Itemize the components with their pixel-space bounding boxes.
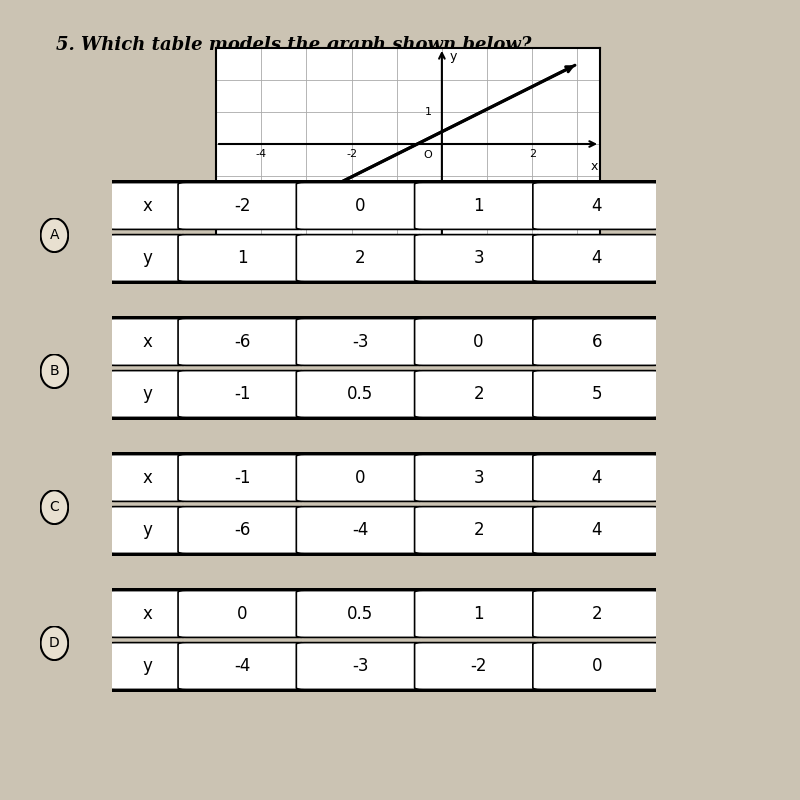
- FancyBboxPatch shape: [533, 182, 661, 230]
- FancyBboxPatch shape: [178, 506, 306, 554]
- Text: 5. Which table models the graph shown below?: 5. Which table models the graph shown be…: [56, 36, 531, 54]
- FancyBboxPatch shape: [296, 318, 424, 366]
- FancyBboxPatch shape: [414, 590, 542, 638]
- Circle shape: [41, 626, 68, 660]
- Text: -6: -6: [234, 521, 250, 539]
- Text: 2: 2: [529, 149, 536, 158]
- FancyBboxPatch shape: [296, 234, 424, 282]
- Text: 5: 5: [592, 385, 602, 403]
- FancyBboxPatch shape: [296, 590, 424, 638]
- FancyBboxPatch shape: [107, 506, 188, 554]
- Text: 2: 2: [474, 521, 484, 539]
- Text: x: x: [142, 469, 153, 487]
- Circle shape: [41, 490, 68, 524]
- Text: A: A: [50, 228, 59, 242]
- FancyBboxPatch shape: [107, 590, 188, 638]
- FancyBboxPatch shape: [533, 642, 661, 690]
- FancyBboxPatch shape: [414, 182, 542, 230]
- Text: -1: -1: [234, 385, 250, 403]
- FancyBboxPatch shape: [533, 590, 661, 638]
- Text: 6: 6: [592, 333, 602, 351]
- Text: -3: -3: [352, 333, 369, 351]
- Text: 0: 0: [592, 657, 602, 675]
- FancyBboxPatch shape: [533, 454, 661, 502]
- FancyBboxPatch shape: [414, 506, 542, 554]
- Text: y: y: [450, 50, 458, 62]
- Text: x: x: [142, 197, 153, 215]
- Text: -2: -2: [234, 197, 250, 215]
- FancyBboxPatch shape: [178, 234, 306, 282]
- FancyBboxPatch shape: [178, 318, 306, 366]
- Text: 0: 0: [355, 469, 366, 487]
- FancyBboxPatch shape: [107, 642, 188, 690]
- Text: 2: 2: [474, 385, 484, 403]
- FancyBboxPatch shape: [296, 454, 424, 502]
- Text: 3: 3: [474, 249, 484, 267]
- Text: 1: 1: [237, 249, 247, 267]
- Circle shape: [41, 218, 68, 252]
- Circle shape: [41, 354, 68, 388]
- Text: x: x: [142, 333, 153, 351]
- Text: -2: -2: [470, 657, 487, 675]
- FancyBboxPatch shape: [296, 182, 424, 230]
- Text: 0.5: 0.5: [347, 385, 374, 403]
- Text: -1: -1: [234, 469, 250, 487]
- Text: 1: 1: [474, 605, 484, 623]
- Text: 4: 4: [592, 469, 602, 487]
- FancyBboxPatch shape: [178, 454, 306, 502]
- Text: 4: 4: [592, 249, 602, 267]
- Text: 2: 2: [355, 249, 366, 267]
- FancyBboxPatch shape: [178, 642, 306, 690]
- Text: 0.5: 0.5: [347, 605, 374, 623]
- Text: -3: -3: [352, 657, 369, 675]
- Text: x: x: [590, 160, 598, 173]
- FancyBboxPatch shape: [414, 234, 542, 282]
- Text: 3: 3: [474, 469, 484, 487]
- Text: x: x: [142, 605, 153, 623]
- FancyBboxPatch shape: [107, 318, 188, 366]
- Text: 2: 2: [591, 605, 602, 623]
- FancyBboxPatch shape: [533, 506, 661, 554]
- Text: y: y: [142, 385, 153, 403]
- Text: -2: -2: [346, 149, 357, 158]
- Text: 0: 0: [355, 197, 366, 215]
- FancyBboxPatch shape: [107, 370, 188, 418]
- Text: 0: 0: [237, 605, 247, 623]
- FancyBboxPatch shape: [533, 370, 661, 418]
- Text: -6: -6: [234, 333, 250, 351]
- FancyBboxPatch shape: [414, 318, 542, 366]
- FancyBboxPatch shape: [533, 234, 661, 282]
- FancyBboxPatch shape: [178, 590, 306, 638]
- Text: 1: 1: [474, 197, 484, 215]
- FancyBboxPatch shape: [296, 642, 424, 690]
- FancyBboxPatch shape: [414, 454, 542, 502]
- FancyBboxPatch shape: [414, 370, 542, 418]
- Text: 4: 4: [592, 197, 602, 215]
- FancyBboxPatch shape: [414, 642, 542, 690]
- Text: D: D: [49, 636, 60, 650]
- Text: y: y: [142, 657, 153, 675]
- FancyBboxPatch shape: [296, 370, 424, 418]
- Text: -4: -4: [234, 657, 250, 675]
- FancyBboxPatch shape: [107, 234, 188, 282]
- Text: y: y: [142, 249, 153, 267]
- Text: y: y: [142, 521, 153, 539]
- FancyBboxPatch shape: [107, 454, 188, 502]
- FancyBboxPatch shape: [533, 318, 661, 366]
- Text: 1: 1: [425, 107, 432, 117]
- Text: O: O: [423, 150, 432, 160]
- FancyBboxPatch shape: [296, 506, 424, 554]
- FancyBboxPatch shape: [107, 182, 188, 230]
- Text: -4: -4: [256, 149, 266, 158]
- Text: C: C: [50, 500, 59, 514]
- Text: 0: 0: [474, 333, 484, 351]
- Text: 4: 4: [592, 521, 602, 539]
- Text: -4: -4: [352, 521, 369, 539]
- Text: B: B: [50, 364, 59, 378]
- FancyBboxPatch shape: [178, 182, 306, 230]
- FancyBboxPatch shape: [178, 370, 306, 418]
